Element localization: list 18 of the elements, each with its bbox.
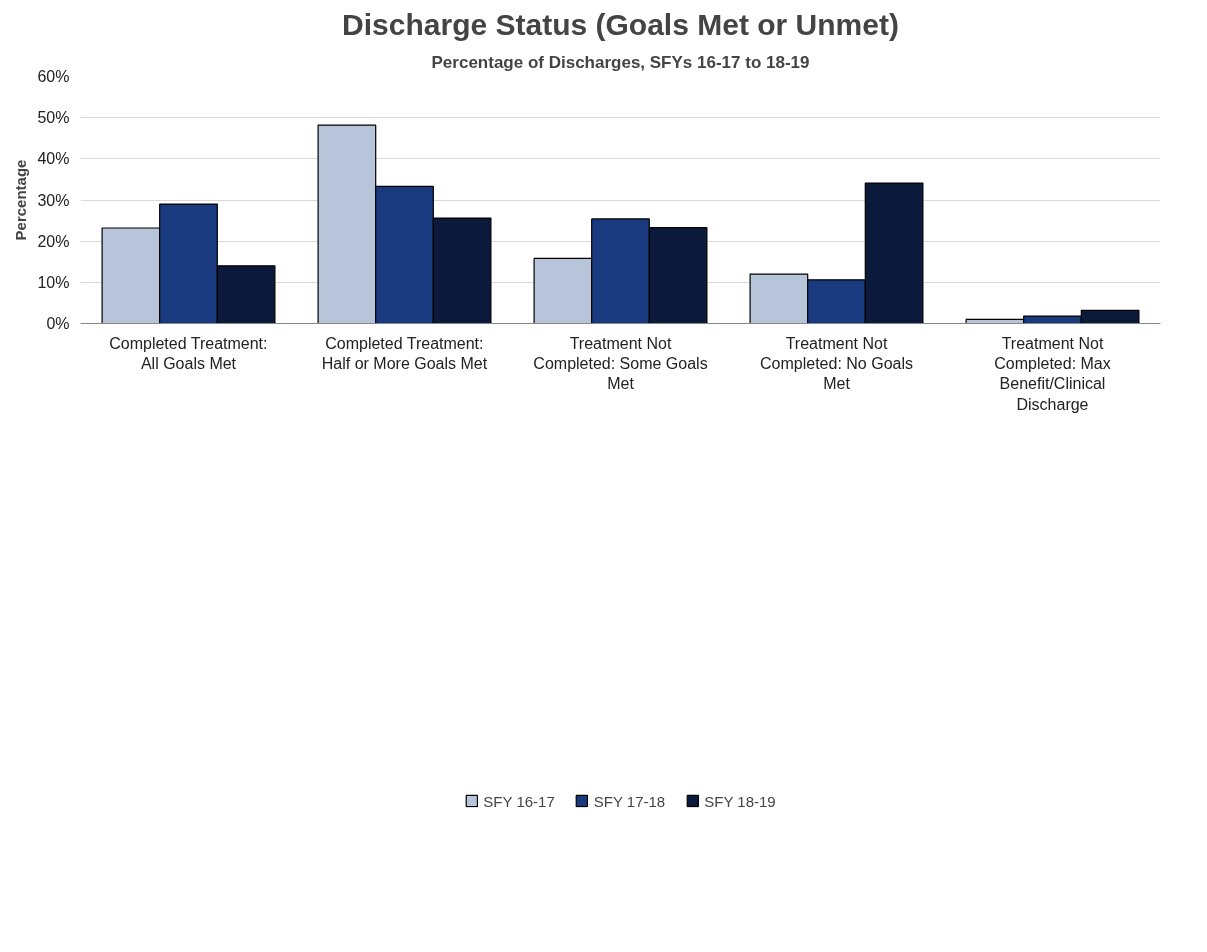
legend-label: SFY 18-19	[704, 792, 776, 810]
y-tick-label: 40%	[37, 150, 70, 168]
x-tick-label: Treatment Not Completed: Some Goals Met	[533, 334, 708, 393]
x-tick-label: Completed Treatment: Half or More Goals Met	[321, 334, 488, 372]
y-tick-label: 50%	[37, 109, 70, 127]
y-axis-title: Percentage	[12, 159, 30, 241]
x-tick-label: Completed Treatment: All Goals Met	[109, 334, 268, 372]
legend-label: SFY 16-17	[483, 792, 555, 810]
y-tick-label: 10%	[37, 273, 70, 291]
chart-title: Discharge Status (Goals Met or Unmet)	[342, 7, 899, 41]
x-tick-label: Treatment Not Completed: Max Benefit/Clinical Discharge	[994, 334, 1111, 413]
y-tick-label: 60%	[37, 68, 70, 85]
y-tick-label: 0%	[46, 315, 70, 332]
legend-label: SFY 17-18	[593, 792, 666, 810]
x-tick-label: Treatment Not Completed: No Goals Met	[760, 334, 913, 393]
chart-subtitle: Percentage of Discharges, SFYs 16-17 to 18-19	[431, 52, 810, 72]
y-tick-label: 20%	[37, 232, 70, 250]
y-tick-label: 30%	[37, 191, 70, 209]
